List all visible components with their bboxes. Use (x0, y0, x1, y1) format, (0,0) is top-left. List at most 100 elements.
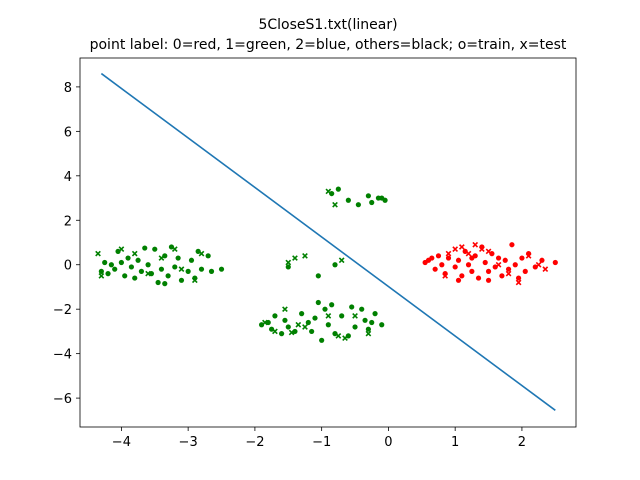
plot-area (79, 57, 577, 428)
y-tick-label: 2 (64, 214, 72, 229)
green-test-point (118, 246, 125, 253)
green-train-point (105, 271, 111, 277)
x-tick-label: 1 (451, 435, 459, 450)
green-train-point (165, 273, 171, 279)
green-train-point (122, 273, 128, 279)
x-tick-label: −2 (245, 435, 264, 450)
red-train-point (485, 277, 492, 283)
green-train-point (102, 259, 108, 266)
green-train-point (379, 322, 385, 328)
green-train-point (325, 322, 331, 328)
green-train-point (322, 306, 328, 312)
red-test-point (458, 244, 465, 250)
red-test-point (535, 261, 542, 268)
y-axis: −6 −4 −2 0 2 4 6 8 (53, 81, 80, 407)
green-test-point (191, 277, 198, 284)
green-test-point (98, 272, 105, 279)
green-train-point (352, 324, 358, 330)
green-train-point (362, 317, 368, 323)
red-train-point (455, 257, 462, 263)
x-tick-label: −1 (312, 435, 331, 450)
green-test-point (95, 250, 101, 257)
green-train-point (349, 304, 355, 310)
red-train-point (475, 275, 482, 281)
green-train-point (272, 313, 278, 319)
green-train-point (158, 266, 165, 272)
green-test-point (198, 250, 205, 257)
red-train-point (485, 268, 492, 274)
green-test-point (302, 252, 308, 259)
green-test-point (171, 246, 178, 253)
green-test-point (145, 270, 151, 277)
green-test-point (285, 259, 292, 266)
red-train-point (482, 259, 488, 266)
red-train-point (519, 255, 525, 261)
green-test-point (365, 330, 372, 337)
decision-boundary (100, 72, 556, 411)
green-train-point (118, 259, 124, 266)
green-train-point (315, 299, 321, 306)
green-test-point (335, 332, 342, 339)
green-test-point (131, 250, 138, 257)
x-tick-label: −4 (112, 435, 131, 450)
green-train-point (132, 275, 138, 281)
x-axis: −4 −3 −2 −1 0 1 2 (112, 427, 526, 450)
red-test-point (542, 266, 549, 273)
green-train-point (285, 264, 291, 270)
red-train-point (512, 262, 518, 268)
x-tick-label: 0 (384, 435, 392, 450)
red-train-point (455, 277, 462, 283)
green-train-point (312, 315, 318, 321)
green-test-point (158, 255, 165, 261)
green-train-point (309, 328, 315, 335)
y-tick-label: −4 (53, 348, 72, 363)
green-train-point (359, 306, 365, 312)
green-test-point (282, 306, 288, 313)
red-train-point (439, 262, 445, 268)
red-train-point (452, 264, 458, 270)
green-train-point (379, 195, 385, 201)
y-tick-label: −2 (53, 303, 72, 318)
red-train-point (509, 242, 515, 248)
green-train-point (108, 262, 114, 268)
red-train-point (465, 262, 472, 268)
red-test-point (445, 250, 452, 257)
red-train-point (435, 253, 442, 259)
red-train-point (539, 257, 545, 263)
green-train-point (282, 317, 288, 323)
green-train-point (299, 311, 305, 317)
green-train-point (315, 273, 321, 279)
green-train-point (345, 197, 351, 203)
green-train-point (339, 313, 345, 319)
red-train-point (505, 266, 512, 272)
green-test-point (272, 328, 278, 335)
data-points (95, 186, 558, 343)
green-train-point (279, 331, 285, 337)
red-train-point (432, 266, 438, 272)
red-test-point (485, 248, 492, 255)
y-tick-label: 0 (64, 259, 72, 274)
green-train-point (285, 324, 291, 330)
green-train-point (365, 326, 371, 332)
red-test-point (452, 246, 459, 253)
red-train-point (502, 257, 508, 263)
green-train-point (205, 253, 211, 259)
red-test-point (472, 241, 479, 248)
red-test-point (525, 252, 532, 259)
chart-subtitle: point label: 0=red, 1=green, 2=blue, oth… (90, 37, 567, 53)
red-train-point (552, 259, 558, 266)
green-train-point (208, 268, 215, 274)
decision-line (100, 72, 556, 411)
red-test-point (515, 279, 522, 286)
x-tick-label: 2 (518, 435, 526, 450)
green-train-point (198, 266, 205, 272)
y-tick-label: 8 (64, 81, 72, 96)
green-train-point (98, 268, 104, 274)
green-train-point (162, 281, 168, 287)
green-train-point (332, 262, 338, 268)
green-train-point (112, 266, 118, 272)
green-train-point (138, 268, 145, 274)
green-train-point (172, 264, 178, 270)
red-test-point (442, 272, 449, 279)
